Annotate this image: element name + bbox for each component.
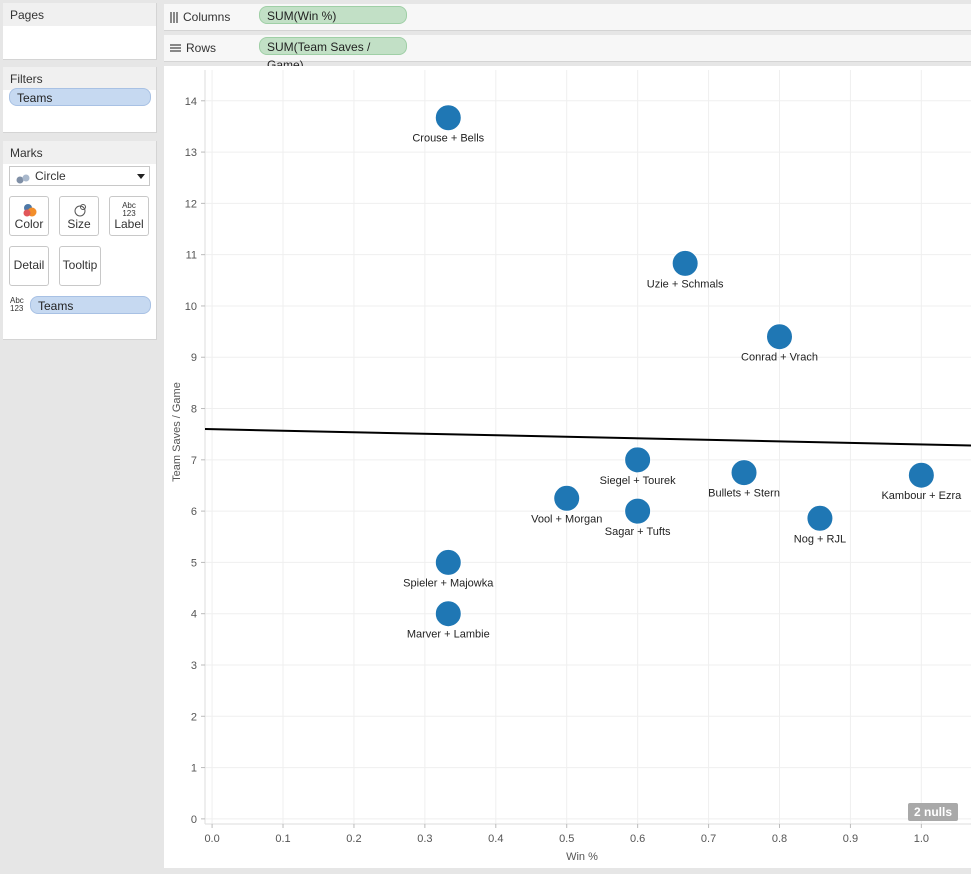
rows-shelf-label: Rows	[170, 41, 216, 55]
x-tick-label: 0.5	[559, 833, 574, 845]
axis-layer: 0.0 0.1 0.2 0.3 0.4 0.5 0.6 0.7 0.8 0.9 1.00123456…	[185, 70, 971, 845]
point-label: Spieler + Majowka	[403, 577, 494, 589]
scatter-chart[interactable]: 0.0 0.1 0.2 0.3 0.4 0.5 0.6 0.7 0.8 0.9 1.00123456…	[164, 66, 971, 868]
y-tick-label: 9	[191, 352, 197, 364]
scatter-point[interactable]	[553, 484, 581, 512]
rows-label-text: Rows	[186, 41, 217, 55]
size-icon	[60, 202, 98, 218]
filter-pill-teams[interactable]: Teams	[9, 88, 151, 106]
x-tick-label: 0.7	[701, 833, 716, 845]
label-button[interactable]: Abc 123 Label	[109, 196, 149, 236]
size-button[interactable]: Size	[59, 196, 99, 236]
filters-card: Filters Teams	[3, 67, 157, 133]
label-field-pill[interactable]: Teams	[30, 296, 151, 314]
x-tick-label: 0.3	[417, 833, 432, 845]
columns-label-text: Columns	[183, 10, 231, 24]
x-tick-label: 1.0	[914, 833, 929, 845]
trend-line[interactable]	[204, 428, 971, 447]
pages-card: Pages	[3, 3, 157, 60]
tooltip-button[interactable]: Tooltip	[59, 246, 101, 286]
point-label: Nog + RJL	[794, 533, 846, 545]
y-tick-label: 7	[191, 455, 197, 467]
y-tick-label: 0	[191, 814, 197, 826]
point-label: Siegel + Tourek	[600, 475, 676, 487]
scatter-point[interactable]	[434, 104, 462, 132]
y-tick-label: 6	[191, 506, 197, 518]
x-tick-label: 0.1	[275, 833, 290, 845]
circle-mark-icon	[16, 171, 30, 184]
y-tick-label: 2	[191, 711, 197, 723]
point-label: Sagar + Tufts	[605, 526, 671, 538]
x-tick-label: 0.8	[772, 833, 787, 845]
rows-shelf[interactable]: Rows SUM(Team Saves / Game)	[164, 35, 971, 72]
y-tick-label: 4	[191, 609, 197, 621]
point-label: Crouse + Bells	[412, 133, 484, 145]
point-label: Bullets + Stern	[708, 488, 780, 500]
y-tick-label: 3	[191, 660, 197, 672]
mark-type-label: Circle	[35, 169, 66, 183]
chevron-down-icon	[137, 174, 145, 179]
y-tick-label: 5	[191, 557, 197, 569]
y-tick-label: 11	[186, 250, 197, 262]
nulls-badge[interactable]: 2 nulls	[907, 803, 958, 821]
tooltip-button-label: Tooltip	[62, 258, 98, 272]
scatter-point[interactable]	[434, 548, 462, 576]
y-tick-label: 8	[191, 404, 197, 416]
x-tick-label: 0.4	[488, 833, 503, 845]
color-icon	[10, 202, 48, 218]
columns-shelf[interactable]: Columns SUM(Win %)	[164, 4, 971, 31]
label-button-label: Label	[114, 217, 144, 231]
y-tick-label: 1	[191, 763, 197, 775]
columns-icon	[170, 11, 178, 23]
points-layer: Crouse + Bells Uzie + Schmals Conrad + Vra…	[403, 104, 962, 641]
scatter-point[interactable]	[730, 459, 758, 487]
trend-layer	[204, 428, 971, 447]
detail-button[interactable]: Detail	[9, 246, 49, 286]
x-tick-label: 0.6	[630, 833, 645, 845]
color-button[interactable]: Color	[9, 196, 49, 236]
mark-type-dropdown[interactable]: Circle	[9, 166, 150, 186]
marks-title: Marks	[3, 141, 156, 164]
x-tick-label: 0.0	[204, 833, 219, 845]
size-button-label: Size	[67, 217, 91, 231]
y-tick-label: 12	[185, 198, 197, 210]
color-button-label: Color	[14, 217, 44, 231]
scatter-point[interactable]	[624, 446, 652, 474]
scatter-point[interactable]	[766, 323, 793, 351]
y-tick-label: 14	[185, 96, 197, 108]
text-label-icon: Abc 123	[122, 201, 136, 218]
scatter-point[interactable]	[624, 497, 652, 525]
scatter-point[interactable]	[671, 249, 699, 277]
columns-shelf-label: Columns	[170, 10, 230, 24]
x-tick-label: 0.9	[843, 833, 858, 845]
y-tick-label: 13	[185, 147, 197, 159]
chart-area: 0.0 0.1 0.2 0.3 0.4 0.5 0.6 0.7 0.8 0.9 1.0 0 1 2 3 4 5 6…	[164, 66, 971, 868]
filters-title: Filters	[3, 67, 156, 90]
x-axis-title: Win %	[566, 851, 598, 863]
label-field-icon: Abc 123	[10, 296, 24, 313]
point-label: Conrad + Vrach	[741, 352, 818, 364]
y-axis-title: Team Saves / Game	[171, 382, 183, 482]
point-label: Marver + Lambie	[407, 629, 490, 641]
point-label: Kambour + Ezra	[881, 490, 962, 502]
scatter-point[interactable]	[806, 504, 834, 532]
pages-title: Pages	[3, 3, 156, 26]
grid-layer	[205, 70, 971, 824]
point-label: Uzie + Schmals	[647, 278, 724, 290]
scatter-point[interactable]	[907, 461, 935, 489]
columns-pill-win-pct[interactable]: SUM(Win %)	[259, 6, 407, 24]
rows-pill-team-saves[interactable]: SUM(Team Saves / Game)	[259, 37, 407, 72]
point-label: Vool + Morgan	[531, 513, 602, 525]
rows-icon	[170, 44, 181, 52]
detail-button-label: Detail	[13, 258, 45, 272]
x-tick-label: 0.2	[346, 833, 361, 845]
y-tick-label: 10	[185, 301, 197, 313]
scatter-point[interactable]	[434, 600, 462, 628]
